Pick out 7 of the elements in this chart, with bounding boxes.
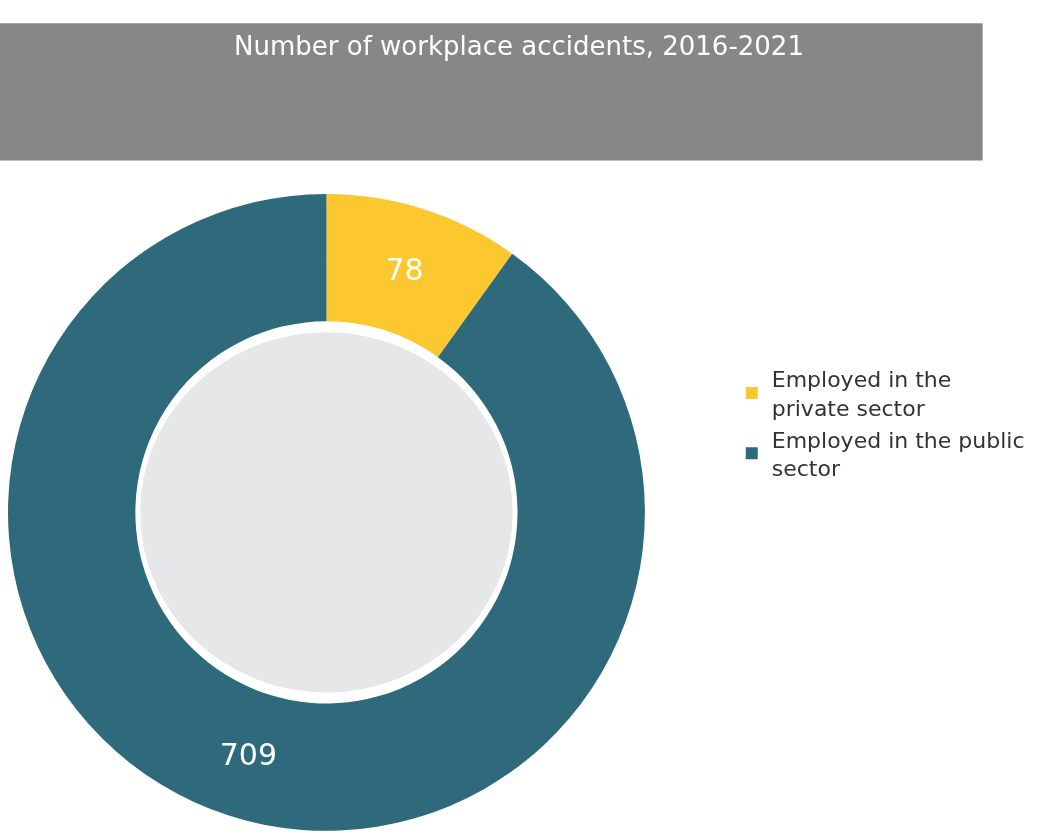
chart-title: Number of workplace accidents, 2016-2021 [234, 31, 804, 62]
legend-label: Employed in the private sector [771, 367, 952, 421]
data-label: 78 [385, 252, 424, 288]
donut-slice [326, 193, 513, 358]
legend-label: Employed in the public sector [771, 427, 1025, 482]
donut-slice [8, 193, 645, 831]
data-label: 709 [219, 737, 278, 773]
